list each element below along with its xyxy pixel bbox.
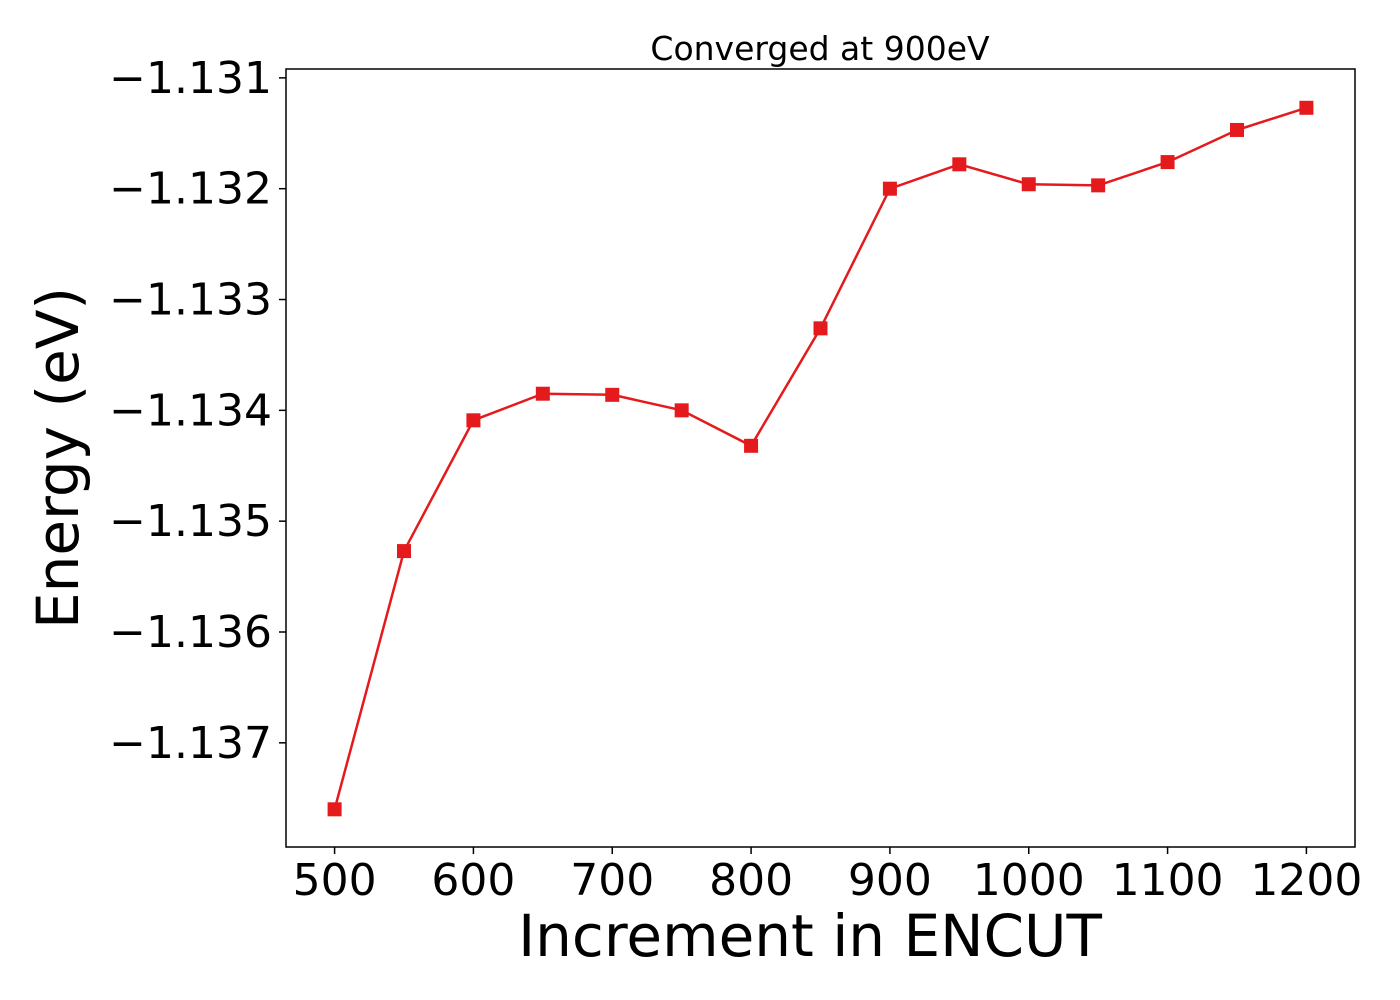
data-point-marker — [882, 181, 897, 196]
x-tick-label: 600 — [431, 855, 515, 906]
series-layer — [327, 100, 1314, 817]
y-axis-label: Energy (eV) — [24, 287, 92, 629]
data-point-marker — [952, 157, 967, 172]
data-point-marker — [1299, 100, 1314, 115]
y-tick-label: −1.136 — [109, 607, 272, 658]
y-tick-label: −1.131 — [109, 53, 272, 104]
y-tick-label: −1.134 — [109, 385, 272, 436]
y-tick-label: −1.137 — [109, 718, 272, 769]
data-point-marker — [605, 387, 620, 402]
plot-frame — [285, 68, 1356, 848]
data-point-marker — [1229, 122, 1244, 137]
x-tick-label: 700 — [570, 855, 654, 906]
x-tick-label: 1000 — [973, 855, 1085, 906]
y-tick-label: −1.132 — [109, 164, 272, 215]
data-point-marker — [674, 403, 689, 418]
data-point-marker — [397, 544, 412, 559]
y-axis-ticks: −1.131 −1.132 −1.133 −1.134 −1.135 −1.136 −1.1… — [109, 53, 286, 769]
x-axis-ticks: 500 600 700 800 900 1000 1100 1200 — [293, 847, 1362, 906]
y-tick-label: −1.135 — [109, 496, 272, 547]
data-point-marker — [813, 321, 828, 336]
x-tick-label: 500 — [293, 855, 377, 906]
chart-title: Converged at 900eV — [650, 29, 990, 68]
x-tick-label: 800 — [709, 855, 793, 906]
x-tick-label: 900 — [848, 855, 932, 906]
data-point-marker — [1160, 155, 1175, 170]
data-point-marker — [1021, 177, 1036, 192]
x-axis-label: Increment in ENCUT — [518, 902, 1102, 970]
y-tick-label: −1.133 — [109, 275, 272, 326]
data-point-marker — [327, 802, 342, 817]
x-tick-label: 1200 — [1250, 855, 1362, 906]
plot-area — [285, 68, 1356, 848]
data-point-marker — [535, 386, 550, 401]
series-line — [333, 106, 1307, 810]
data-point-marker — [744, 438, 759, 453]
data-point-marker — [1091, 178, 1106, 193]
data-point-marker — [466, 413, 481, 428]
x-tick-label: 1100 — [1112, 855, 1224, 906]
